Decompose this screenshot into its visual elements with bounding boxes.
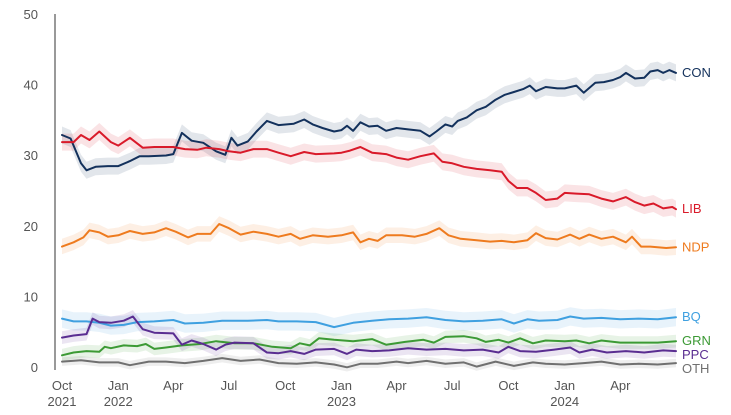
x-tick-label: Oct — [498, 378, 519, 393]
line-ndp — [61, 223, 677, 249]
x-tick-year-label: 2022 — [104, 394, 133, 409]
y-tick-label: 20 — [24, 219, 38, 234]
x-tick-label: Jul — [444, 378, 461, 393]
band-grn — [62, 329, 676, 362]
x-tick-label: Oct — [52, 378, 73, 393]
x-tick-label: Oct — [275, 378, 296, 393]
series-label-oth: OTH — [682, 361, 709, 376]
x-tick-label: Jan — [331, 378, 352, 393]
x-tick-label: Apr — [386, 378, 407, 393]
band-con — [62, 61, 676, 179]
line-bq — [61, 315, 677, 329]
x-tick-year-label: 2023 — [327, 394, 356, 409]
x-tick-year-label: 2024 — [550, 394, 579, 409]
series-label-bq: BQ — [682, 309, 701, 324]
y-axis-ticks: 0 10 20 30 40 50 — [24, 7, 38, 375]
x-tick-label: Jul — [221, 378, 238, 393]
series-label-grn: GRN — [682, 333, 711, 348]
x-tick-label: Apr — [163, 378, 184, 393]
x-tick-label: Jan — [554, 378, 575, 393]
line-oth — [61, 357, 677, 369]
y-tick-label: 40 — [24, 78, 38, 93]
series-lines — [61, 69, 677, 369]
x-tick-year-label: 2021 — [48, 394, 77, 409]
line-lib — [61, 130, 677, 211]
y-tick-label: 50 — [24, 7, 38, 22]
series-label-lib: LIB — [682, 201, 702, 216]
line-ppc — [61, 315, 677, 355]
series-label-ppc: PPC — [682, 347, 709, 362]
series-label-con: CON — [682, 65, 711, 80]
y-tick-label: 0 — [31, 360, 38, 375]
x-tick-label: Jan — [108, 378, 129, 393]
band-ndp — [62, 216, 676, 256]
confidence-bands — [62, 61, 676, 372]
series-label-ndp: NDP — [682, 239, 709, 254]
band-ppc — [62, 310, 676, 361]
x-tick-label: Apr — [610, 378, 631, 393]
y-tick-label: 30 — [24, 148, 38, 163]
y-tick-label: 10 — [24, 289, 38, 304]
line-grn — [61, 335, 677, 357]
band-lib — [62, 123, 676, 218]
